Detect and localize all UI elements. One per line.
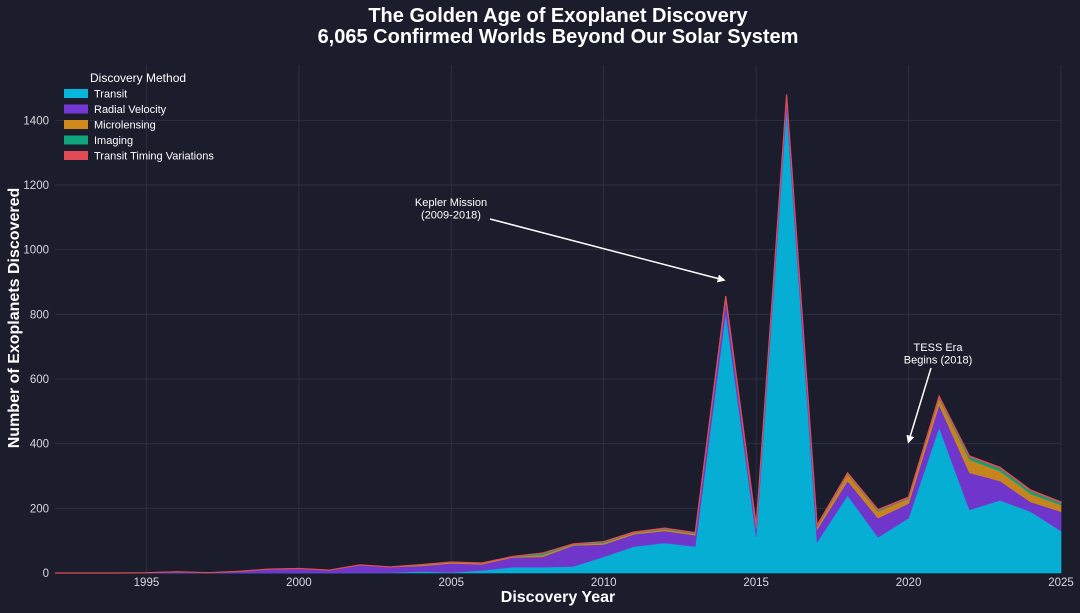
- annotation-arrow: [906, 367, 932, 444]
- stacked-areas: [55, 94, 1062, 574]
- legend-swatch-transit-timing-variations: [64, 151, 88, 160]
- y-tick-label: 400: [30, 439, 49, 451]
- legend-label-transit-timing-variations: Transit Timing Variations: [94, 151, 214, 163]
- chart-title: The Golden Age of Exoplanet Discovery: [368, 5, 748, 27]
- y-tick-label: 200: [30, 503, 49, 515]
- y-tick-label: 1400: [23, 115, 49, 127]
- y-tick-label: 600: [30, 374, 49, 386]
- y-axis-title: Number of Exoplanets Discovered: [6, 188, 23, 449]
- legend-label-microlensing: Microlensing: [94, 120, 156, 132]
- legend-swatch-imaging: [64, 135, 88, 145]
- chart-subtitle: 6,065 Confirmed Worlds Beyond Our Solar …: [318, 26, 799, 48]
- y-tick-label: 1000: [23, 245, 49, 257]
- legend-label-transit: Transit: [94, 89, 127, 101]
- annotation-arrow: [489, 218, 726, 283]
- x-tick-label: 2025: [1048, 577, 1074, 589]
- x-tick-label: 2000: [286, 577, 312, 589]
- x-axis-ticks: 1995 2000 2005 2010 2015 2020 2025: [134, 577, 1074, 589]
- y-tick-label: 0: [43, 568, 49, 580]
- y-tick-label: 800: [30, 309, 49, 321]
- y-tick-label: 1200: [23, 180, 49, 192]
- legend: Discovery Method Transit Radial Velocity M…: [64, 71, 214, 163]
- legend-title: Discovery Method: [90, 71, 186, 85]
- legend-label-radial-velocity: Radial Velocity: [94, 104, 167, 116]
- legend-swatch-radial-velocity: [64, 104, 88, 114]
- legend-swatch-microlensing: [64, 120, 88, 129]
- annotation-text: TESS Era: [914, 342, 964, 354]
- legend-label-imaging: Imaging: [94, 135, 133, 147]
- area-series-transit-timing-variations: [55, 94, 1062, 574]
- x-axis-title: Discovery Year: [501, 589, 615, 606]
- x-tick-label: 1995: [134, 577, 160, 589]
- x-tick-label: 2015: [743, 577, 769, 589]
- annotation-text: Kepler Mission: [415, 197, 487, 209]
- annotation-text: Begins (2018): [904, 355, 973, 367]
- annotation-text: (2009-2018): [421, 210, 481, 222]
- x-tick-label: 2005: [439, 577, 465, 589]
- annotations: Kepler Mission(2009-2018) TESS EraBegins …: [415, 197, 973, 444]
- legend-swatch-transit: [64, 89, 88, 98]
- annotation-kepler: Kepler Mission(2009-2018): [415, 197, 726, 283]
- x-tick-label: 2010: [591, 577, 617, 589]
- y-axis-ticks: 0 200 400 600 800 1000 1200 1400: [23, 115, 49, 580]
- plot-area-background: [55, 65, 1061, 573]
- x-tick-label: 2020: [896, 577, 922, 589]
